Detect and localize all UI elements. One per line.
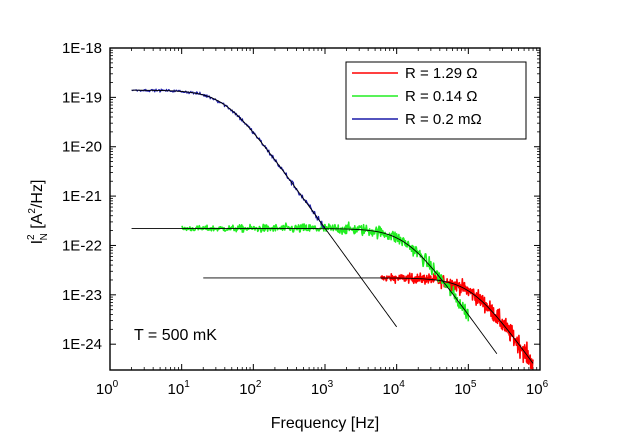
y-axis-title-sub: N	[39, 233, 50, 240]
y-axis-title-rest: [A	[29, 213, 46, 233]
x-tick-label: 101	[168, 379, 191, 398]
data-series-line	[380, 272, 534, 370]
y-axis-title-tail: /Hz]	[29, 180, 46, 208]
y-axis-title-sup: 2	[26, 234, 37, 240]
y-tick-label: 1E-19	[62, 89, 102, 106]
svg-text:I2N [A2/Hz]: I2 N [A2/Hz]	[26, 180, 50, 245]
legend-box	[345, 61, 527, 140]
x-tick-label: 105	[454, 379, 477, 398]
x-tick-label: 102	[239, 379, 262, 398]
x-axis-title: Frequency [Hz]	[271, 415, 379, 432]
y-axis-title-unit-sup: 2	[27, 208, 38, 214]
fit-line	[203, 277, 534, 364]
y-tick-label: 1E-23	[62, 287, 102, 304]
fit-lines	[131, 89, 534, 364]
x-tick-label: 103	[311, 379, 334, 398]
y-axis-title-main: I	[29, 240, 46, 244]
legend-label: R = 1.29 Ω	[405, 65, 478, 82]
fit-line	[131, 89, 398, 328]
fit-line	[131, 228, 498, 355]
tick-labels: 100 101 102 103 104 105 106 1E-18 1E-19 1E-20 1E-2…	[62, 40, 549, 398]
y-tick-label: 1E-20	[62, 139, 102, 156]
y-axis-title: I2 N [A2/Hz]	[26, 180, 50, 245]
x-tick-label: 106	[526, 379, 549, 398]
data-series-line	[131, 88, 326, 229]
x-tick-label: 100	[96, 379, 119, 398]
x-tick-label: 104	[383, 379, 406, 398]
legend: R = 1.29 Ω R = 0.14 Ω R = 0.2 mΩ	[345, 61, 527, 140]
y-tick-label: 1E-24	[62, 336, 102, 353]
temperature-annotation: T = 500 mK	[134, 327, 217, 344]
plot-frame	[109, 47, 541, 371]
y-tick-label: 1E-21	[62, 188, 102, 205]
legend-label: R = 0.14 Ω	[405, 88, 478, 105]
legend-label: R = 0.2 mΩ	[405, 111, 482, 128]
y-tick-label: 1E-18	[62, 40, 102, 57]
y-tick-label: 1E-22	[62, 237, 102, 254]
